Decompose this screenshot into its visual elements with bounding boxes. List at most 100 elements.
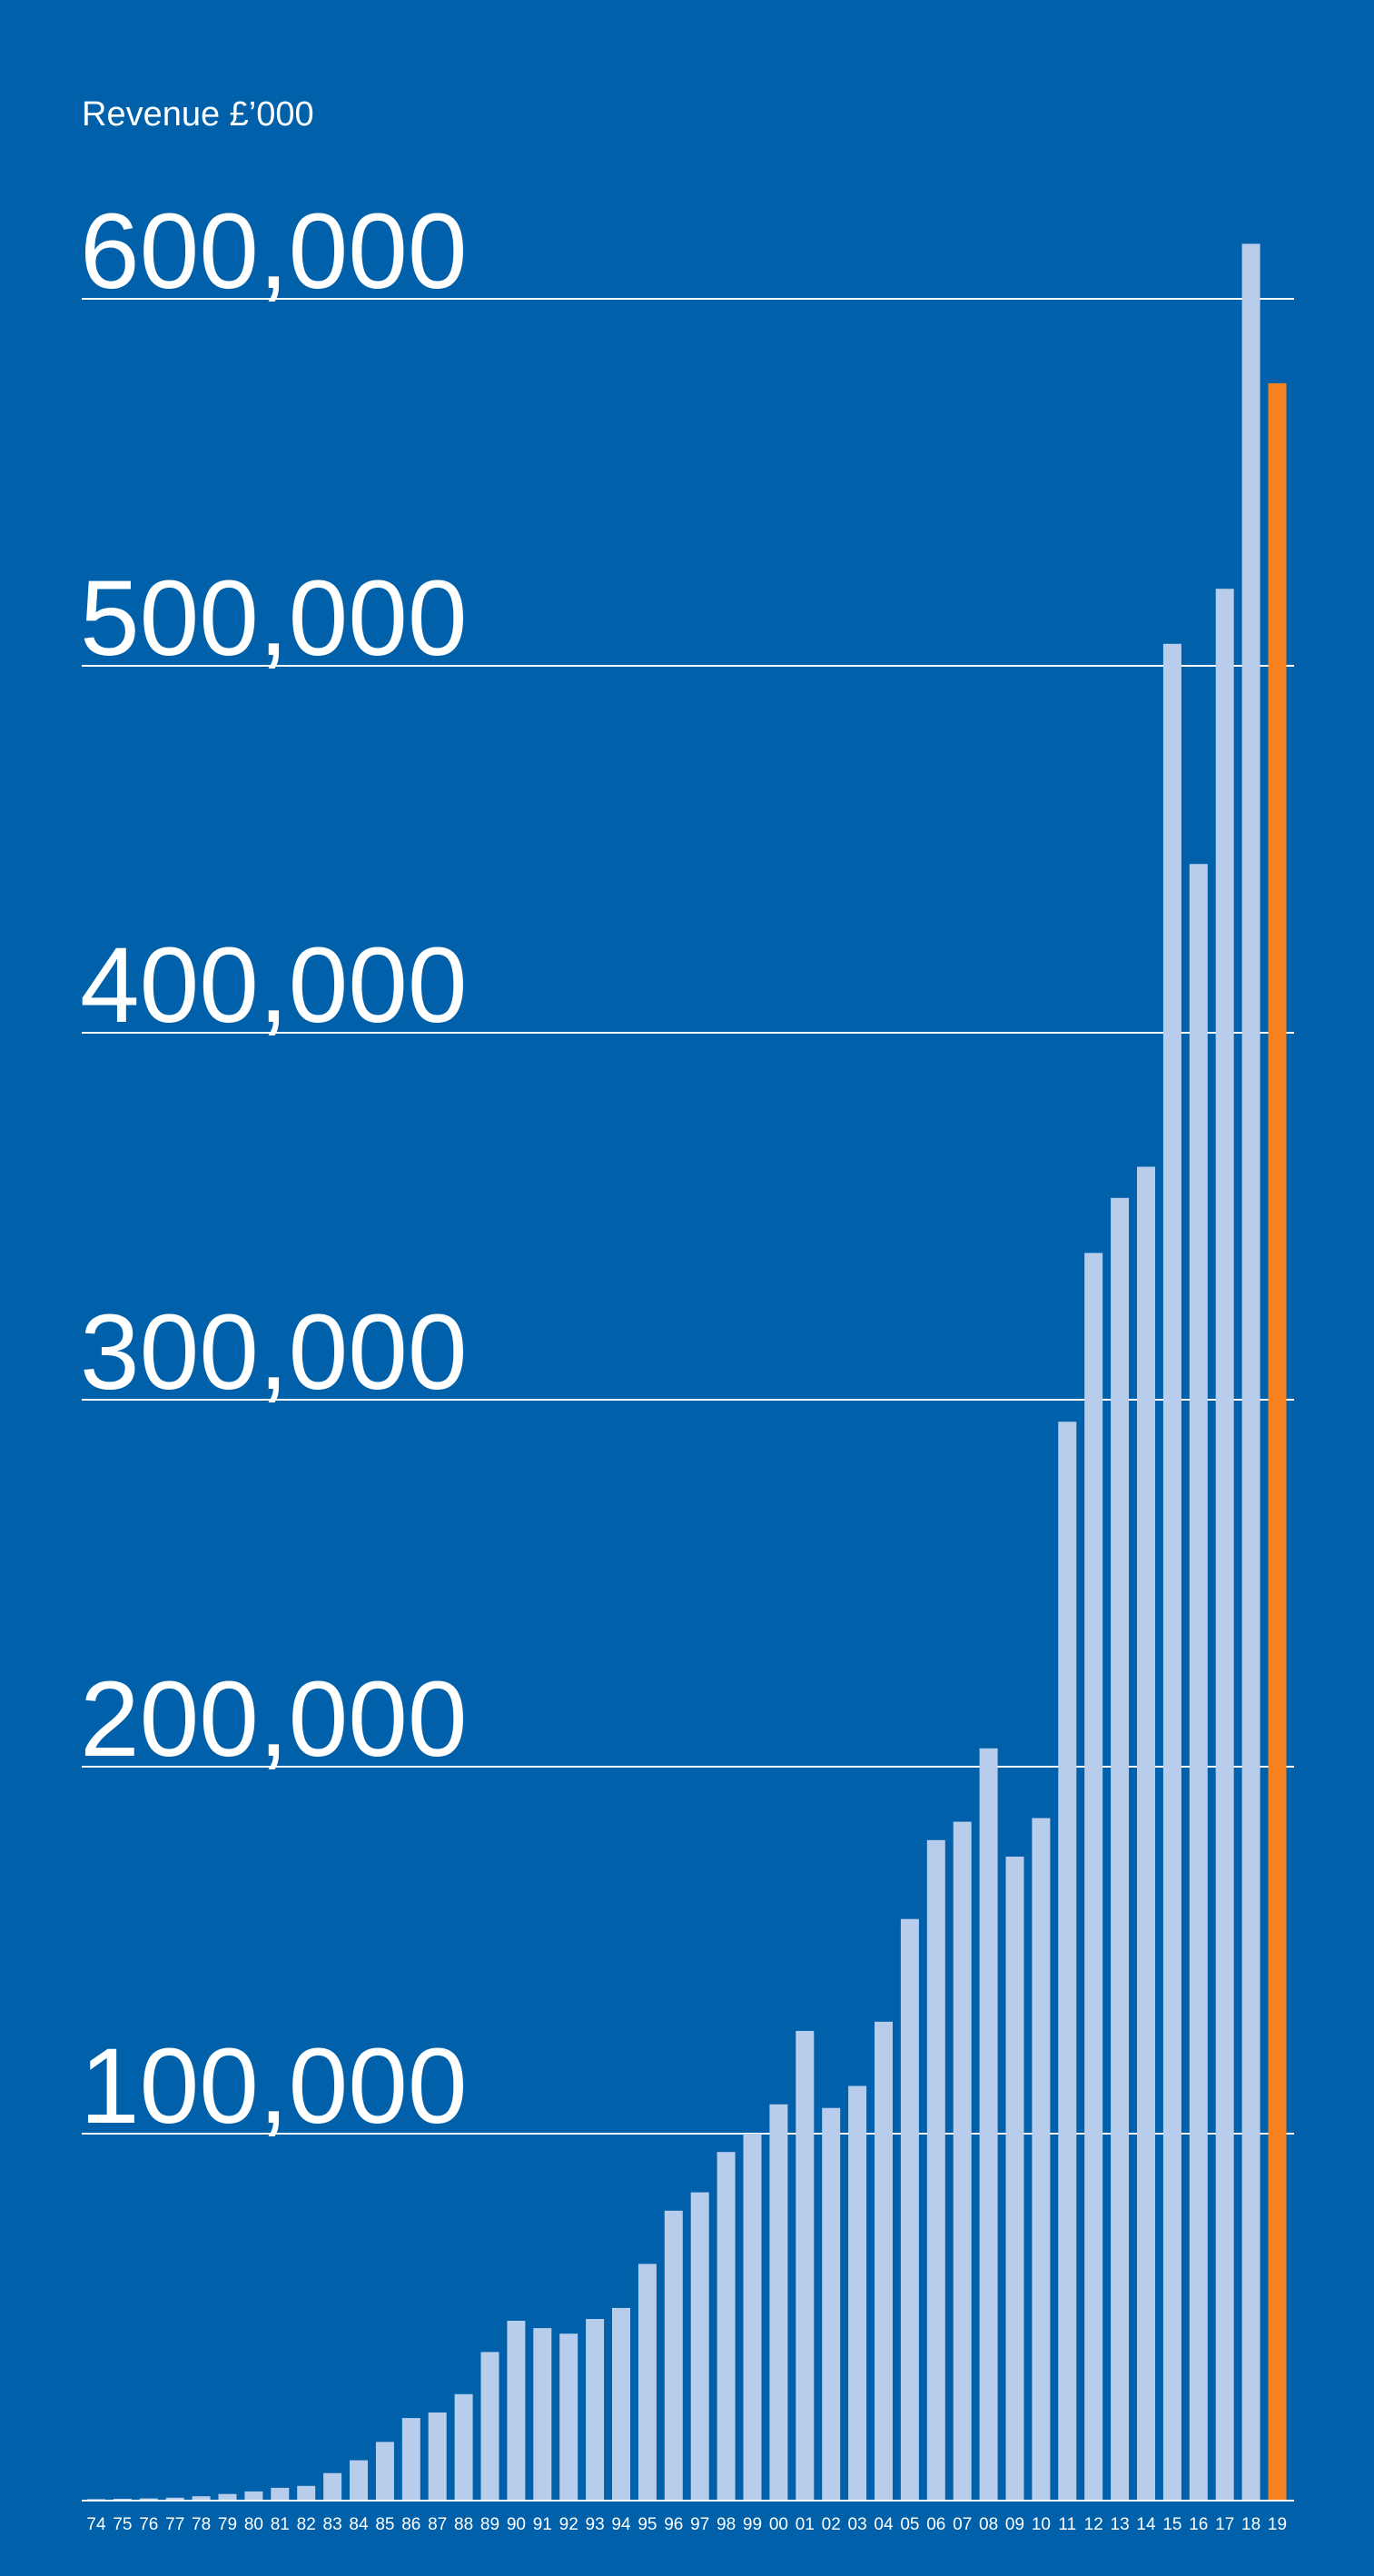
x-tick-label: 05 xyxy=(900,2515,919,2534)
bar xyxy=(796,2030,815,2501)
x-tick-label: 91 xyxy=(533,2515,552,2534)
bar xyxy=(1111,1197,1130,2501)
bar xyxy=(244,2491,263,2501)
bar xyxy=(717,2152,736,2501)
gridlines: 100,000 200,000 300,000 400,000 500,000 600,0… xyxy=(80,192,1294,2146)
bar xyxy=(271,2487,290,2501)
x-tick-label: 83 xyxy=(323,2515,342,2534)
bar xyxy=(979,1748,998,2501)
bar xyxy=(401,2418,420,2501)
bar xyxy=(638,2264,657,2501)
x-tick-label: 06 xyxy=(926,2515,945,2534)
bar xyxy=(139,2498,158,2501)
x-tick-label: 78 xyxy=(192,2515,211,2534)
y-tick-label: 600,000 xyxy=(80,192,468,312)
x-tick-label: 89 xyxy=(480,2515,499,2534)
x-tick-label: 18 xyxy=(1241,2515,1260,2534)
x-tick-labels: 74 75 76 77 78 79 80 81 82 83 84 85 86 87 88 89 90 91 92 93… xyxy=(86,2515,1287,2534)
bar xyxy=(953,1821,972,2501)
bar xyxy=(822,2107,841,2501)
bar xyxy=(375,2442,394,2501)
y-tick-label: 400,000 xyxy=(80,926,468,1045)
bar xyxy=(1032,1818,1051,2501)
x-tick-label: 75 xyxy=(113,2515,132,2534)
x-tick-label: 97 xyxy=(690,2515,709,2534)
x-tick-label: 77 xyxy=(165,2515,184,2534)
bar xyxy=(428,2413,447,2501)
x-tick-label: 82 xyxy=(297,2515,316,2534)
bar xyxy=(218,2493,237,2501)
bar xyxy=(533,2328,552,2501)
x-tick-label: 84 xyxy=(349,2515,369,2534)
bar xyxy=(1137,1166,1155,2501)
bar xyxy=(1058,1422,1077,2501)
x-tick-label: 00 xyxy=(769,2515,788,2534)
x-tick-label: 15 xyxy=(1162,2515,1181,2534)
x-tick-label: 92 xyxy=(559,2515,578,2534)
y-tick-label: 100,000 xyxy=(80,2026,468,2146)
x-tick-label: 09 xyxy=(1005,2515,1024,2534)
x-tick-label: 74 xyxy=(86,2515,106,2534)
x-tick-label: 86 xyxy=(401,2515,420,2534)
bar xyxy=(192,2496,211,2501)
x-tick-label: 16 xyxy=(1189,2515,1208,2534)
bar xyxy=(1215,589,1234,2502)
x-tick-label: 03 xyxy=(848,2515,867,2534)
bar xyxy=(586,2319,605,2501)
bar xyxy=(769,2104,788,2501)
bar xyxy=(875,2021,893,2501)
x-tick-label: 17 xyxy=(1215,2515,1234,2534)
x-tick-label: 95 xyxy=(638,2515,657,2534)
x-tick-label: 13 xyxy=(1111,2515,1130,2534)
x-tick-label: 11 xyxy=(1058,2515,1076,2534)
bar xyxy=(1005,1857,1024,2501)
x-tick-label: 88 xyxy=(454,2515,473,2534)
x-tick-label: 76 xyxy=(139,2515,158,2534)
y-axis-label: Revenue £’000 xyxy=(82,95,314,134)
x-tick-label: 81 xyxy=(271,2515,290,2534)
x-tick-label: 04 xyxy=(874,2515,894,2534)
bar xyxy=(480,2352,499,2501)
x-tick-label: 96 xyxy=(664,2515,683,2534)
x-tick-label: 01 xyxy=(796,2515,815,2534)
x-tick-label: 90 xyxy=(507,2515,526,2534)
x-tick-label: 14 xyxy=(1136,2515,1156,2534)
bar xyxy=(664,2210,683,2501)
x-tick-label: 10 xyxy=(1032,2515,1051,2534)
y-tick-label: 200,000 xyxy=(80,1660,468,1779)
x-tick-label: 19 xyxy=(1268,2515,1287,2534)
x-tick-label: 99 xyxy=(743,2515,762,2534)
x-tick-label: 94 xyxy=(611,2515,631,2534)
bar xyxy=(1084,1253,1103,2501)
bar xyxy=(350,2460,368,2501)
bars xyxy=(87,243,1287,2502)
bar xyxy=(1189,864,1208,2502)
bar xyxy=(454,2393,473,2501)
bar xyxy=(848,2086,867,2501)
x-tick-label: 80 xyxy=(244,2515,263,2534)
bar xyxy=(690,2192,709,2501)
x-tick-label: 98 xyxy=(717,2515,736,2534)
bar xyxy=(612,2307,630,2501)
bar xyxy=(165,2497,184,2501)
x-tick-label: 07 xyxy=(953,2515,972,2534)
x-tick-label: 12 xyxy=(1084,2515,1103,2534)
y-tick-label: 500,000 xyxy=(80,559,468,679)
x-tick-label: 85 xyxy=(375,2515,394,2534)
bar xyxy=(559,2333,578,2501)
bar xyxy=(743,2134,762,2501)
x-tick-label: 02 xyxy=(822,2515,841,2534)
bar xyxy=(1162,643,1181,2501)
bar xyxy=(507,2321,526,2501)
x-tick-label: 87 xyxy=(428,2515,447,2534)
bar xyxy=(297,2485,316,2501)
bar xyxy=(900,1918,919,2501)
bar xyxy=(926,1839,945,2501)
bar-highlight xyxy=(1268,382,1287,2502)
bar xyxy=(323,2472,342,2501)
x-tick-label: 93 xyxy=(586,2515,605,2534)
y-tick-label: 300,000 xyxy=(80,1293,468,1412)
bar xyxy=(1241,243,1260,2502)
x-tick-label: 08 xyxy=(979,2515,998,2534)
